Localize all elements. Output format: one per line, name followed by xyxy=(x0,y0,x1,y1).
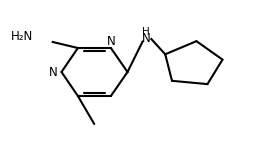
Text: N: N xyxy=(106,35,115,48)
Text: N: N xyxy=(142,32,151,44)
Text: N: N xyxy=(49,66,58,78)
Text: H: H xyxy=(142,27,150,37)
Text: H₂N: H₂N xyxy=(11,30,34,42)
